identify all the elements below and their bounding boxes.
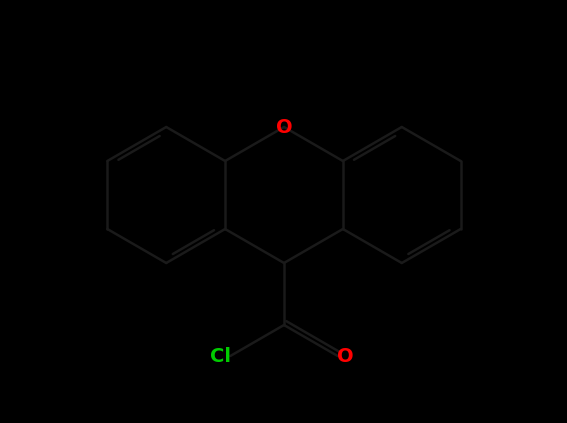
Text: O: O: [276, 118, 293, 137]
Text: O: O: [337, 346, 354, 365]
Text: Cl: Cl: [210, 346, 231, 365]
